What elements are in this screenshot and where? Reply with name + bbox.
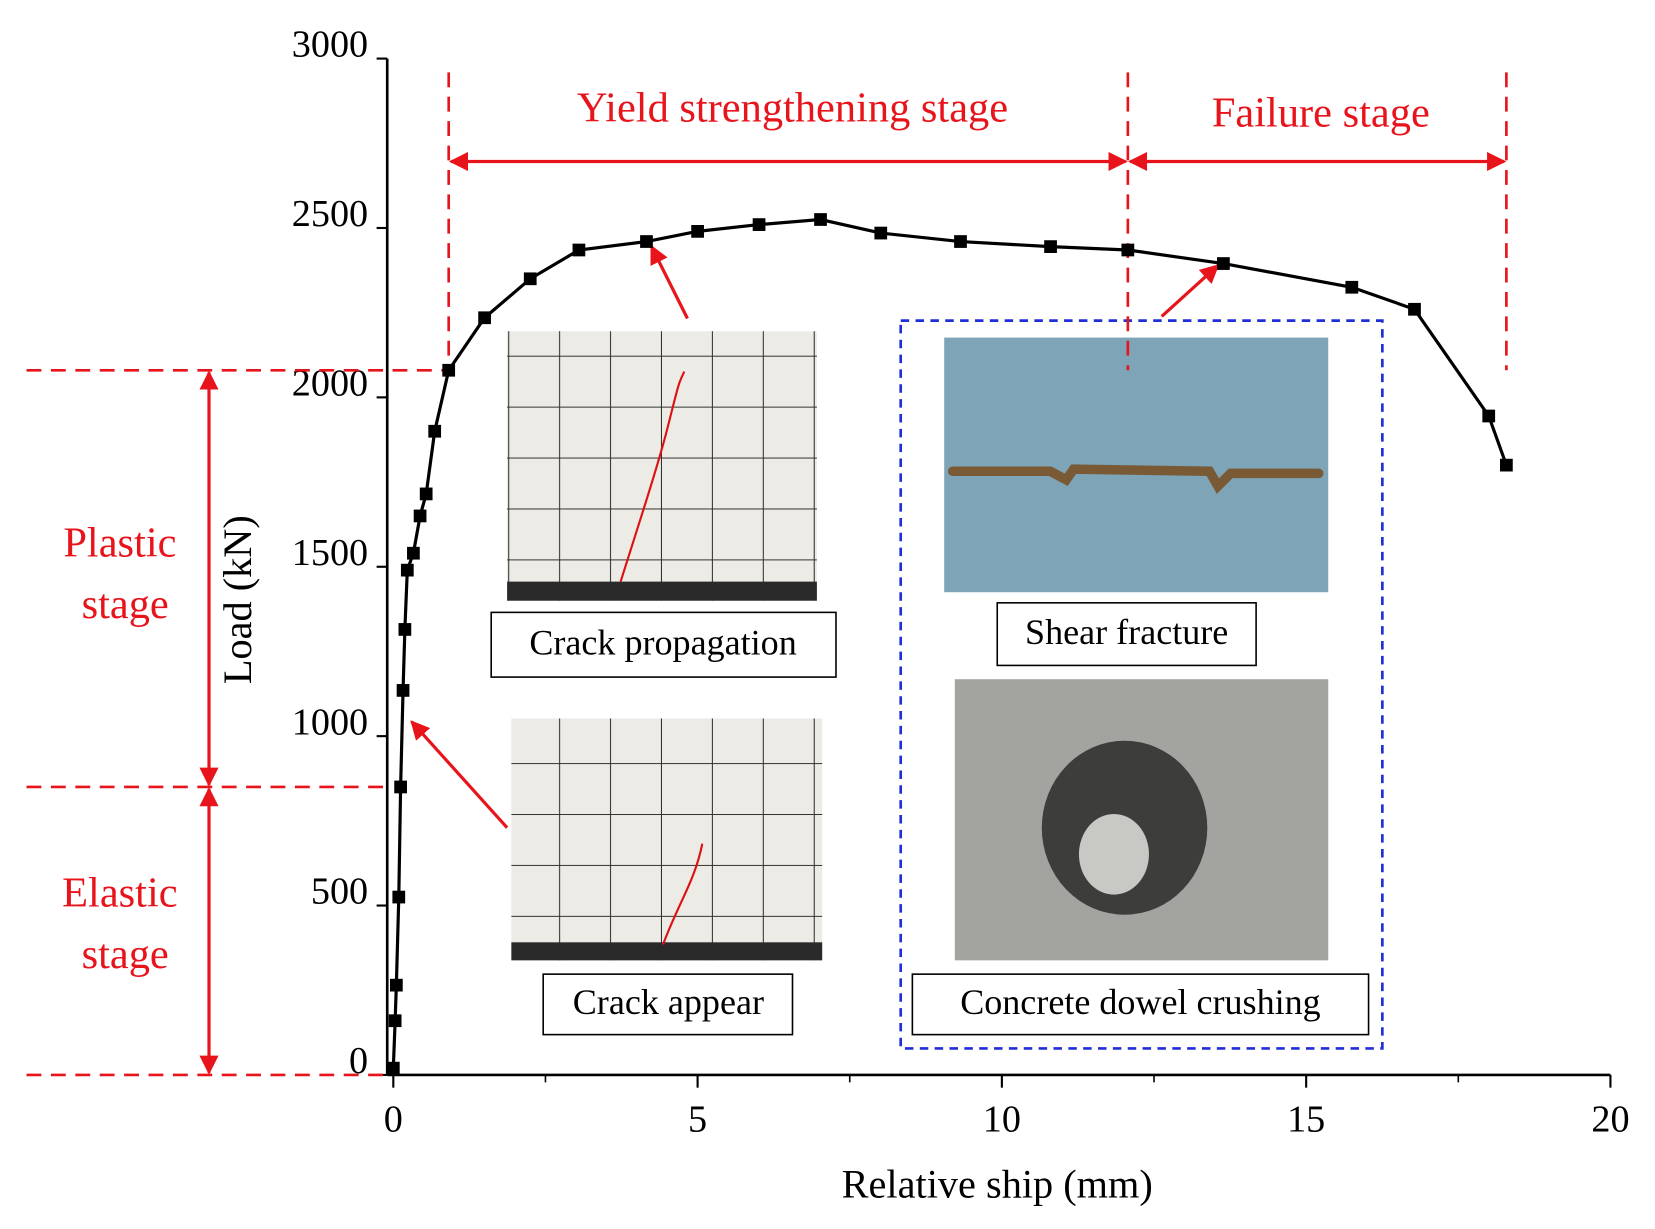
data-point [874,226,888,240]
data-point [398,623,412,636]
data-point [1408,302,1421,316]
caption: Crack propagation [529,623,796,663]
data-point [413,509,427,523]
data-point [392,890,406,904]
caption: Shear fracture [1025,612,1228,652]
data-point [1217,257,1230,270]
data-point [523,272,537,286]
data-point [954,235,967,248]
data-point [1482,409,1496,423]
x-tick-label: 10 [983,1098,1021,1140]
data-point [691,225,704,238]
x-tick-label: 20 [1591,1098,1629,1140]
data-point [407,546,420,560]
data-point [1345,280,1359,294]
data-point [752,218,766,231]
y-tick-label: 2500 [292,193,368,235]
caption: Crack appear [573,982,764,1022]
data-point [419,487,433,501]
x-tick-label: 15 [1287,1098,1325,1140]
data-point [400,563,414,577]
y-tick-label: 1000 [292,701,368,743]
x-axis-label: Relative ship (mm) [842,1162,1153,1207]
stage-label: Plastic stage [63,519,176,628]
x-tick-label: 5 [688,1098,707,1140]
callout-arrows [410,244,1220,829]
photos [490,319,1384,1050]
data-point [1121,243,1135,257]
data-point [396,684,410,697]
data-point [1500,458,1513,472]
data-point [572,243,586,257]
y-axis-label: Load (kN) [215,515,260,684]
y-tick-label: 0 [349,1040,368,1082]
data-point [428,424,442,438]
data-point [394,780,407,794]
y-tick-label: 500 [311,871,368,913]
data-point [389,978,403,992]
data-point [814,213,827,226]
stage-label: Yield strengthening stage [577,84,1008,131]
x-tick-label: 0 [384,1098,403,1140]
data-point [1044,240,1057,253]
caption: Concrete dowel crushing [960,982,1321,1022]
y-tick-label: 2000 [292,363,368,405]
data-point [640,235,653,248]
data-point [442,363,456,377]
stage-label: Failure stage [1212,90,1430,137]
data-point [478,311,491,325]
data-point [386,1061,400,1075]
data-point [388,1014,402,1028]
y-tick-label: 1500 [292,532,368,574]
stage-label: Elastic stage [62,869,177,978]
y-tick-label: 3000 [292,24,368,66]
